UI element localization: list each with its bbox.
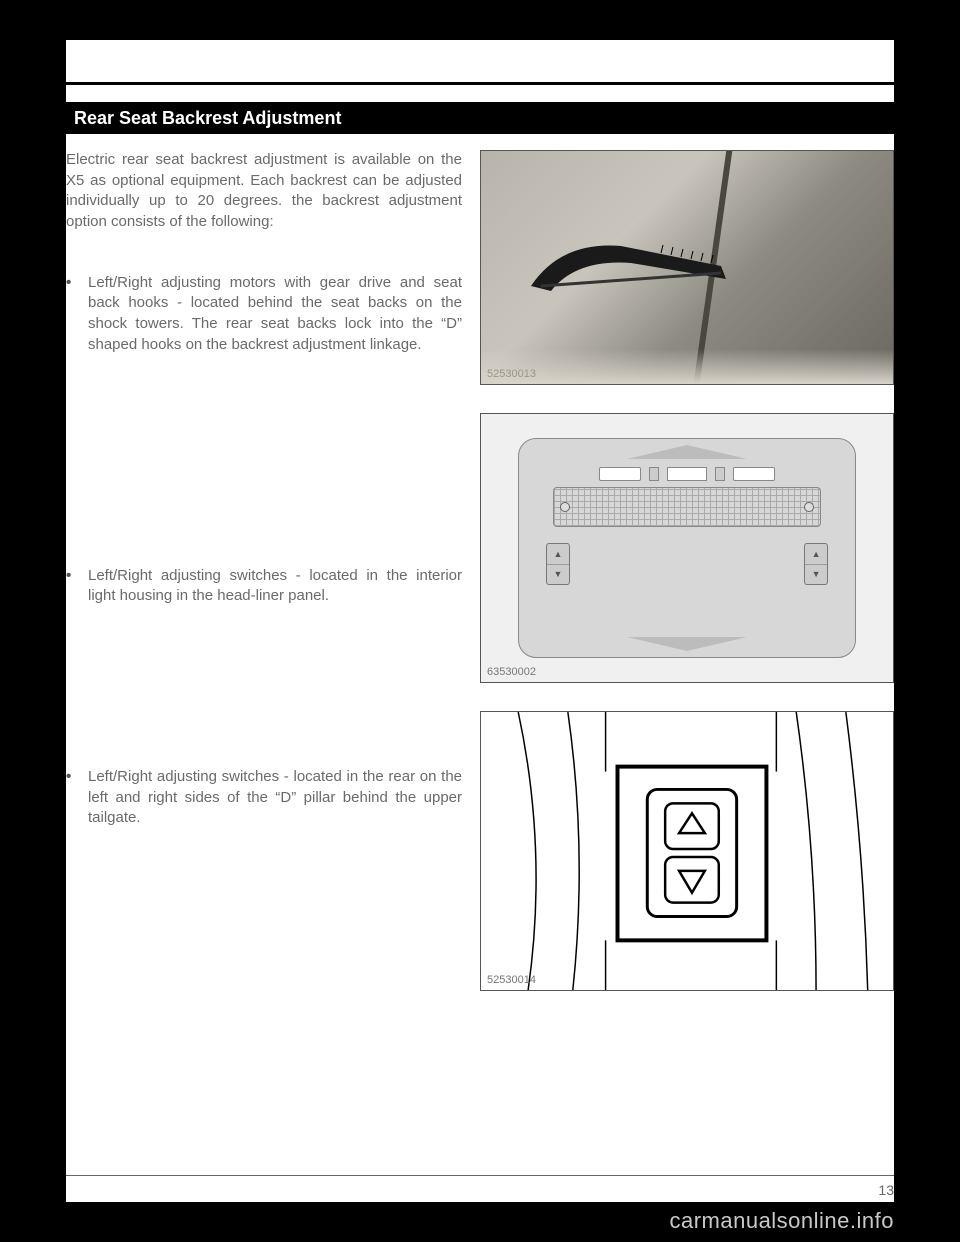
seat-edge bbox=[481, 349, 893, 384]
bullet-marker: • bbox=[66, 767, 88, 829]
content-columns: Electric rear seat backrest adjustment i… bbox=[66, 150, 894, 1172]
bottom-rule bbox=[66, 1175, 894, 1177]
figure-headliner-panel: ▲ ▼ ▲ ▼ 63530002 bbox=[480, 413, 894, 683]
text-column: Electric rear seat backrest adjustment i… bbox=[66, 150, 480, 1172]
figure-caption: 52530014 bbox=[487, 974, 536, 986]
dome-light bbox=[667, 467, 707, 481]
reading-light-right bbox=[733, 467, 775, 481]
backrest-switch-right: ▲ ▼ bbox=[804, 543, 828, 585]
arrow-down-icon: ▼ bbox=[805, 565, 827, 585]
watermark: carmanualsonline.info bbox=[669, 1208, 894, 1234]
interior-lights-row bbox=[599, 467, 775, 481]
section-header: Rear Seat Backrest Adjustment bbox=[66, 102, 894, 134]
bullet-text: Left/Right adjusting motors with gear dr… bbox=[88, 273, 462, 356]
vent-knob-left bbox=[560, 502, 570, 512]
backrest-switch-left: ▲ ▼ bbox=[546, 543, 570, 585]
bullet-marker: • bbox=[66, 566, 88, 607]
d-pillar-diagram bbox=[481, 712, 893, 990]
intro-paragraph: Electric rear seat backrest adjustment i… bbox=[66, 150, 462, 233]
reading-light-left bbox=[599, 467, 641, 481]
headliner-panel: ▲ ▼ ▲ ▼ bbox=[518, 438, 856, 658]
headliner-switch-row: ▲ ▼ ▲ ▼ bbox=[546, 543, 828, 585]
arrow-up-icon: ▲ bbox=[547, 544, 569, 565]
figure-seat-hook: 52530013 bbox=[480, 150, 894, 385]
bullet-marker: • bbox=[66, 273, 88, 356]
panel-indicator-bottom-icon bbox=[627, 637, 747, 651]
bullet-item: • Left/Right adjusting switches - locate… bbox=[66, 767, 462, 829]
bullet-item: • Left/Right adjusting motors with gear … bbox=[66, 273, 462, 356]
vent-grille-icon bbox=[553, 487, 822, 527]
backrest-hook-icon bbox=[521, 231, 741, 321]
figure-d-pillar-switch: 52530014 bbox=[480, 711, 894, 991]
page-frame: Rear Seat Backrest Adjustment Electric r… bbox=[0, 0, 960, 1242]
small-switch bbox=[649, 467, 659, 481]
bullet-text: Left/Right adjusting switches - located … bbox=[88, 566, 462, 607]
figure-column: 52530013 bbox=[480, 150, 894, 1172]
section-title: Rear Seat Backrest Adjustment bbox=[74, 108, 341, 129]
vent-knob-right bbox=[804, 502, 814, 512]
top-rule bbox=[66, 82, 894, 85]
page-number: 13 bbox=[878, 1182, 894, 1198]
figure-caption: 63530002 bbox=[487, 666, 536, 678]
bullet-text: Left/Right adjusting switches - located … bbox=[88, 767, 462, 829]
panel-indicator-top-icon bbox=[627, 445, 747, 459]
page-inner: Rear Seat Backrest Adjustment Electric r… bbox=[66, 40, 894, 1202]
small-switch bbox=[715, 467, 725, 481]
arrow-down-icon: ▼ bbox=[547, 565, 569, 585]
bullet-item: • Left/Right adjusting switches - locate… bbox=[66, 566, 462, 607]
arrow-up-icon: ▲ bbox=[805, 544, 827, 565]
figure-caption: 52530013 bbox=[487, 368, 536, 380]
